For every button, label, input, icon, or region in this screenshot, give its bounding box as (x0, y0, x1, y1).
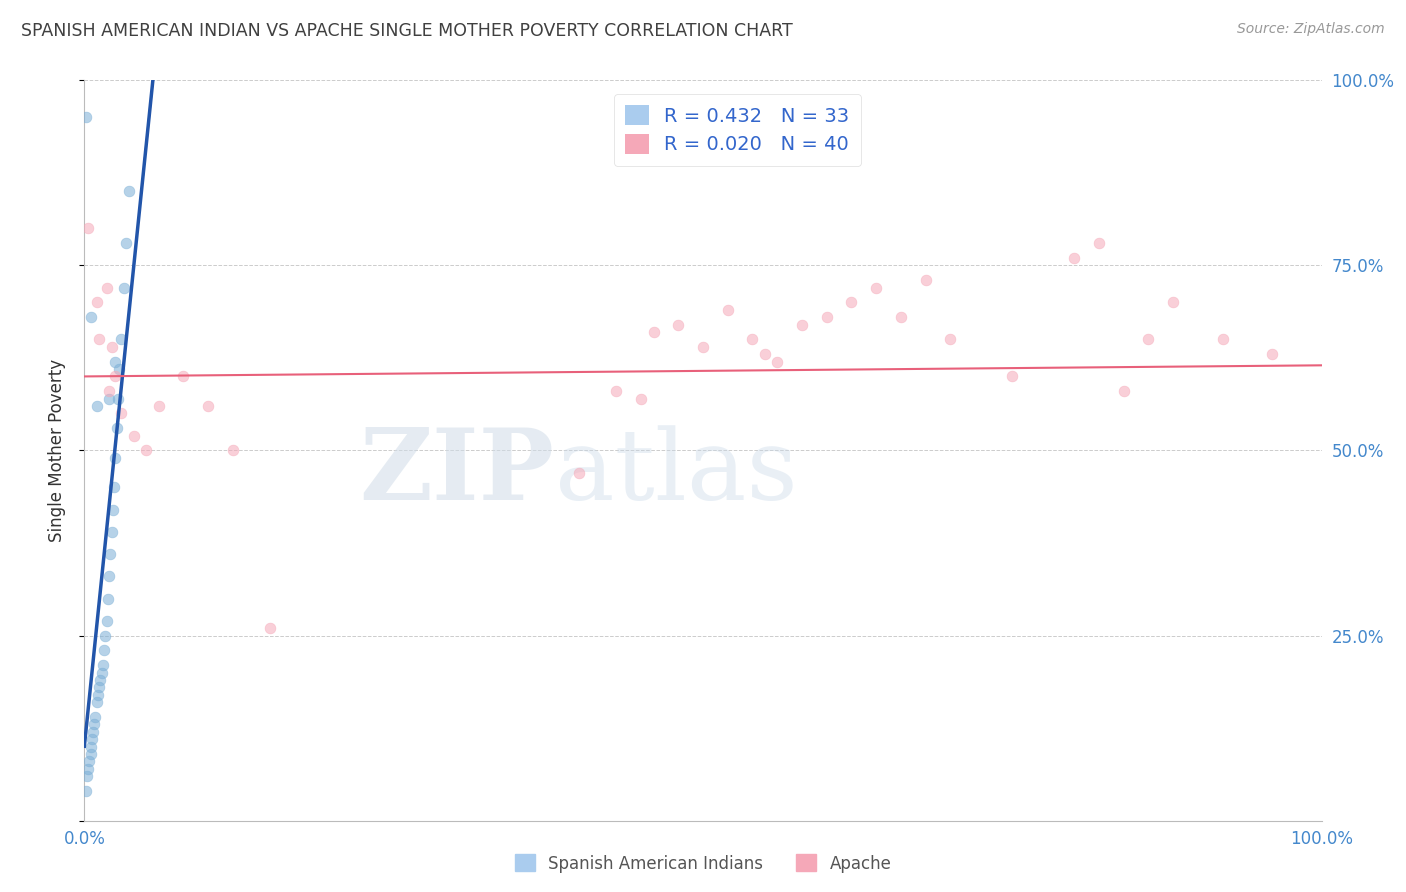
Point (89, 673, 111, 687)
Point (98, 569, 121, 583)
Point (939, 332, 962, 346)
Point (93, 643, 115, 657)
Point (82, 724, 104, 739)
Point (89, 332, 111, 346)
Point (717, 302, 740, 317)
Point (108, 362, 131, 376)
Point (84, 710, 107, 724)
Point (79, 310, 101, 325)
Point (135, 443, 157, 458)
Point (100, 340, 122, 354)
Point (104, 354, 127, 368)
Point (97, 591, 120, 606)
Point (89, 681, 111, 695)
Point (890, 310, 912, 325)
Point (86, 695, 108, 709)
Point (110, 332, 132, 346)
Text: ZIP: ZIP (360, 425, 554, 521)
Point (841, 295, 863, 310)
Point (79, 747, 101, 761)
Point (122, 428, 145, 442)
Point (1212, 332, 1234, 346)
Point (172, 369, 194, 384)
Point (76, 769, 98, 783)
Point (754, 347, 776, 361)
Legend: R = 0.432   N = 33, R = 0.020   N = 40: R = 0.432 N = 33, R = 0.020 N = 40 (614, 94, 860, 166)
Point (118, 184, 141, 198)
Point (790, 318, 813, 332)
Point (259, 621, 281, 635)
Y-axis label: Single Mother Poverty: Single Mother Poverty (48, 359, 66, 542)
Point (83, 717, 105, 731)
Point (197, 399, 219, 413)
Point (643, 325, 665, 339)
Point (94, 628, 117, 642)
Point (91, 658, 114, 673)
Point (79, 739, 101, 754)
Point (148, 399, 170, 413)
Point (79, 755, 101, 769)
Point (1137, 332, 1160, 346)
Point (1112, 384, 1135, 399)
Point (766, 354, 789, 368)
Point (605, 384, 627, 399)
Point (80, 732, 103, 747)
Point (104, 369, 127, 384)
Point (104, 450, 127, 465)
Text: SPANISH AMERICAN INDIAN VS APACHE SINGLE MOTHER POVERTY CORRELATION CHART: SPANISH AMERICAN INDIAN VS APACHE SINGLE… (21, 22, 793, 40)
Point (112, 280, 135, 294)
Point (1088, 236, 1111, 251)
Point (110, 407, 132, 421)
Point (630, 392, 652, 406)
Point (741, 332, 763, 346)
Point (692, 340, 714, 354)
Point (100, 524, 122, 539)
Point (75, 111, 97, 125)
Point (98, 392, 121, 406)
Point (98, 384, 121, 399)
Point (75, 784, 97, 798)
Point (77, 221, 100, 235)
Point (1161, 295, 1184, 310)
Point (222, 443, 245, 458)
Legend: Spanish American Indians, Apache: Spanish American Indians, Apache (508, 847, 898, 880)
Point (666, 318, 689, 332)
Point (865, 280, 887, 294)
Text: Source: ZipAtlas.com: Source: ZipAtlas.com (1237, 22, 1385, 37)
Point (103, 480, 125, 494)
Point (568, 466, 591, 480)
Point (96, 614, 118, 628)
Point (105, 421, 128, 435)
Point (1063, 251, 1085, 265)
Point (815, 310, 838, 325)
Point (98, 547, 121, 561)
Point (87, 688, 110, 702)
Point (86, 295, 108, 310)
Point (1001, 369, 1024, 384)
Point (90, 665, 112, 680)
Point (914, 273, 936, 287)
Point (77, 762, 100, 776)
Text: atlas: atlas (554, 425, 797, 521)
Point (115, 236, 138, 251)
Point (86, 399, 108, 413)
Point (101, 502, 124, 516)
Point (107, 392, 129, 406)
Point (1261, 347, 1284, 361)
Point (96, 280, 118, 294)
